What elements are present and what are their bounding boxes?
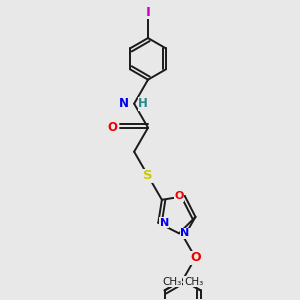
Text: H: H <box>138 97 148 110</box>
Text: I: I <box>146 6 151 19</box>
Text: N: N <box>180 228 190 239</box>
Text: CH₃: CH₃ <box>162 277 181 286</box>
Text: N: N <box>160 218 169 228</box>
Text: O: O <box>190 251 201 264</box>
Text: S: S <box>143 169 153 182</box>
Text: O: O <box>174 191 184 201</box>
Text: N: N <box>119 97 129 110</box>
Text: O: O <box>107 121 117 134</box>
Text: CH₃: CH₃ <box>184 277 203 286</box>
